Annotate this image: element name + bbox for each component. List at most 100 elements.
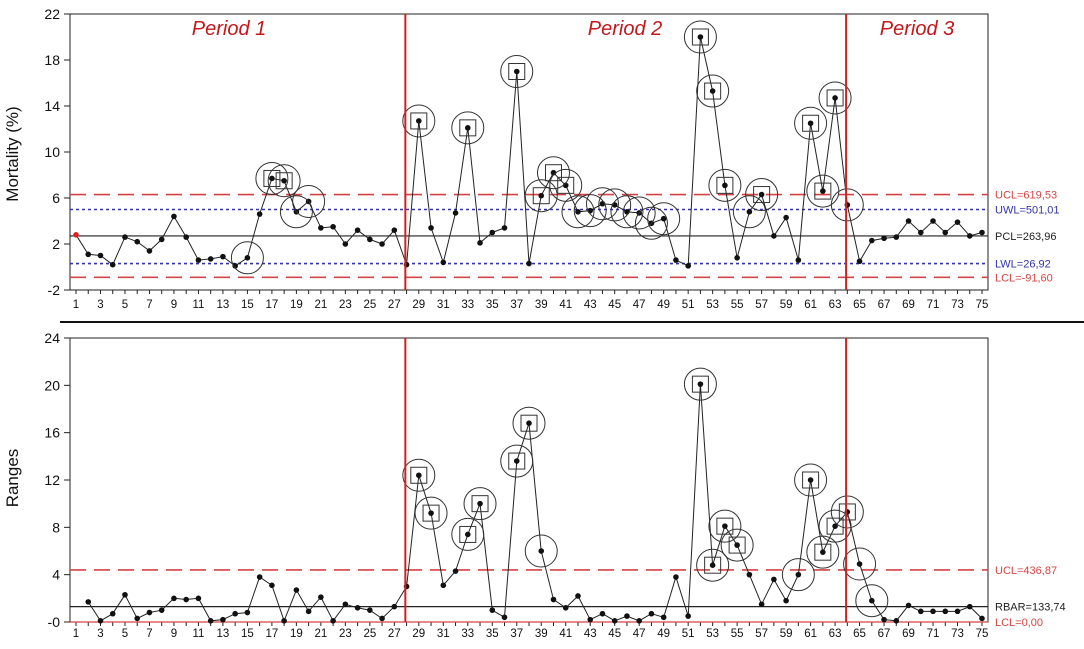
x-tick-label: 61 xyxy=(804,299,817,311)
x-tick-label: 43 xyxy=(584,628,597,640)
data-point xyxy=(881,235,887,242)
x-tick-label: 59 xyxy=(780,299,793,311)
data-point xyxy=(281,177,287,184)
data-point xyxy=(771,576,777,583)
data-point xyxy=(550,596,557,603)
x-tick-label: 51 xyxy=(682,299,695,311)
data-point xyxy=(428,510,434,516)
x-tick-label: 23 xyxy=(339,299,352,311)
x-tick-label: 37 xyxy=(510,299,523,311)
x-tick-label: 49 xyxy=(657,299,670,311)
x-tick-label: 31 xyxy=(437,299,450,311)
x-tick-label: 65 xyxy=(853,628,866,640)
flag-circle xyxy=(720,528,754,562)
flag-circle xyxy=(230,241,264,275)
mortality-flag-marks xyxy=(230,20,864,275)
flag-circle xyxy=(573,194,607,228)
flag-circle xyxy=(696,74,730,108)
data-point xyxy=(183,596,189,603)
flag-circle xyxy=(279,195,313,229)
x-tick-label: 3 xyxy=(97,299,103,311)
flag-square xyxy=(826,89,844,107)
data-point xyxy=(954,219,961,225)
x-tick-label: 7 xyxy=(146,299,152,311)
x-tick-label: 27 xyxy=(388,628,401,640)
x-tick-label: 19 xyxy=(290,299,303,311)
flag-circle xyxy=(794,106,828,140)
flag-square xyxy=(838,503,856,521)
data-point xyxy=(330,618,336,624)
flag-circle xyxy=(843,547,877,581)
data-point xyxy=(207,256,214,262)
data-point xyxy=(379,615,385,622)
data-point xyxy=(820,188,826,194)
data-point xyxy=(256,211,263,217)
x-tick-label: 49 xyxy=(657,628,670,640)
x-tick-label: 59 xyxy=(780,628,793,640)
data-point xyxy=(318,225,324,231)
x-tick-label: 45 xyxy=(608,628,621,640)
data-point xyxy=(746,209,753,215)
data-point xyxy=(599,610,606,617)
data-point xyxy=(734,542,740,548)
data-point xyxy=(869,597,875,604)
x-tick-label: 71 xyxy=(927,299,940,311)
flag-circle xyxy=(794,463,828,497)
x-tick-label: 45 xyxy=(608,299,621,311)
flag-circle xyxy=(830,495,864,529)
x-tick-label: 15 xyxy=(241,299,254,311)
data-point xyxy=(391,603,398,610)
flag-circle xyxy=(781,558,815,592)
data-point xyxy=(869,237,875,244)
data-point xyxy=(146,609,153,616)
x-tick-label: 1 xyxy=(73,628,79,640)
data-point xyxy=(207,618,214,624)
data-point xyxy=(220,616,226,623)
flag-circle xyxy=(708,168,742,202)
flag-circle xyxy=(524,179,558,213)
data-point xyxy=(783,214,789,221)
flag-circle xyxy=(598,188,632,222)
data-point xyxy=(122,591,128,598)
x-tick-label: 19 xyxy=(290,628,303,640)
data-point xyxy=(269,582,275,589)
data-point xyxy=(905,602,912,609)
x-tick-label: 47 xyxy=(633,628,646,640)
flag-circle xyxy=(402,104,436,138)
data-point xyxy=(73,232,79,238)
flag-square xyxy=(691,375,709,393)
flag-circle xyxy=(696,548,730,582)
data-point xyxy=(575,209,581,215)
flag-circle xyxy=(855,584,889,618)
flag-square xyxy=(557,176,575,194)
data-point xyxy=(146,248,153,254)
y-tick-label: 24 xyxy=(44,330,60,346)
reference-line-label: PCL=263,96 xyxy=(995,231,1056,243)
data-point xyxy=(367,236,373,243)
data-point xyxy=(917,608,924,615)
x-tick-label: 5 xyxy=(122,628,128,640)
data-point xyxy=(244,254,251,261)
flag-square xyxy=(275,172,293,190)
reference-line-label: UWL=501,01 xyxy=(995,205,1060,217)
data-point xyxy=(122,234,128,240)
x-tick-label: 23 xyxy=(339,628,352,640)
flag-circle xyxy=(524,534,558,568)
x-tick-label: 43 xyxy=(584,299,597,311)
x-tick-label: 51 xyxy=(682,628,695,640)
x-tick-label: 25 xyxy=(363,299,376,311)
data-point xyxy=(966,603,973,610)
data-point xyxy=(367,607,373,613)
data-point xyxy=(587,616,594,623)
x-tick-label: 29 xyxy=(412,299,425,311)
data-point xyxy=(636,618,642,624)
data-point xyxy=(697,34,704,40)
data-point xyxy=(318,594,324,600)
data-point xyxy=(232,263,238,269)
data-point xyxy=(416,118,422,124)
flag-square xyxy=(410,112,428,130)
ranges-y-ticks: -0 4 8 12 16 20 24 xyxy=(44,330,70,630)
x-tick-label: 53 xyxy=(706,628,719,640)
x-tick-label: 37 xyxy=(510,628,523,640)
